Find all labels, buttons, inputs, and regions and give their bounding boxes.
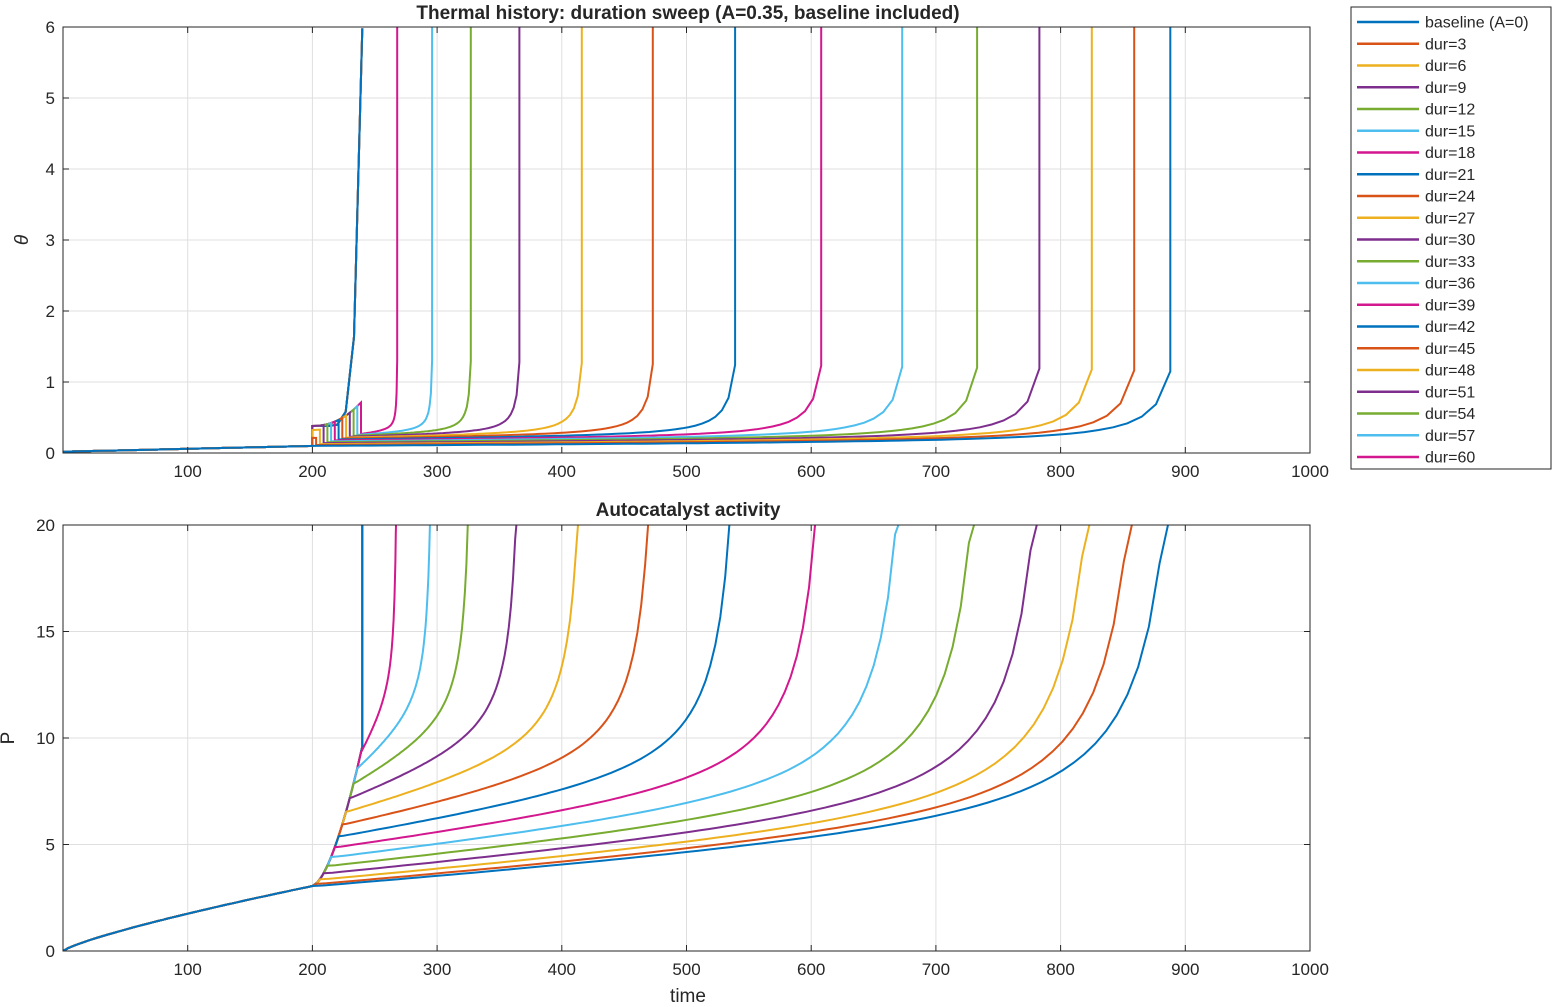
legend-label: dur=27	[1425, 210, 1475, 227]
autocatalyst-xtick-label: 700	[922, 960, 950, 979]
legend-item: dur=39	[1357, 297, 1475, 314]
legend-item: dur=12	[1357, 102, 1475, 119]
thermal-series-group	[63, 27, 1172, 453]
thermal-xtick-label: 400	[548, 462, 576, 481]
autocatalyst-xtick-label: 900	[1171, 960, 1199, 979]
legend-item: dur=30	[1357, 232, 1475, 249]
thermal-xtick-label: 600	[797, 462, 825, 481]
thermal-history-axes: 100 200 300 400 500 600 700 800 900 1000 0 1 2 3 4 5 6 T…	[12, 3, 1329, 481]
autocatalyst-title: Autocatalyst activity	[596, 500, 781, 521]
legend-label: dur=42	[1425, 319, 1475, 336]
autocatalyst-xtick-label: 400	[548, 960, 576, 979]
thermal-ylabel: θ	[12, 234, 33, 245]
thermal-xtick-label: 800	[1046, 462, 1074, 481]
autocatalyst-xtick-label: 200	[298, 960, 326, 979]
legend-label: dur=48	[1425, 363, 1475, 380]
autocatalyst-ticks: 100 200 300 400 500 600 700 800 900 1000 0 5 10 15 20	[36, 516, 1329, 979]
autocatalyst-axes: 100 200 300 400 500 600 700 800 900 100005101520 …	[0, 500, 1329, 1007]
legend-item: dur=36	[1357, 276, 1475, 293]
thermal-ytick-label: 6	[46, 18, 55, 37]
legend-item: dur=21	[1357, 167, 1475, 184]
legend-item: dur=57	[1357, 428, 1475, 445]
thermal-xtick-label: 500	[672, 462, 700, 481]
thermal-xtick-label: 200	[298, 462, 326, 481]
legend-item: dur=6	[1357, 58, 1466, 75]
legend-label: dur=33	[1425, 254, 1475, 271]
legend-item: dur=3	[1357, 36, 1466, 53]
legend-item: dur=45	[1357, 341, 1475, 358]
thermal-ytick-label: 2	[46, 302, 55, 321]
thermal-xtick-label: 1000	[1291, 462, 1329, 481]
legend-item: dur=27	[1357, 210, 1475, 227]
thermal-series-line	[63, 27, 1172, 453]
thermal-ytick-label: 1	[46, 373, 55, 392]
legend-label: dur=45	[1425, 341, 1475, 358]
legend-label: dur=30	[1425, 232, 1475, 249]
legend-item: dur=42	[1357, 319, 1475, 336]
autocatalyst-ytick-label: 20	[36, 516, 55, 535]
autocatalyst-xtick-label: 600	[797, 960, 825, 979]
thermal-ticks: 100 200 300 400 500 600 700 800 900 1000 0 1 2 3 4 5 6	[46, 18, 1329, 481]
legend-item: dur=51	[1357, 384, 1475, 401]
legend-label: dur=36	[1425, 276, 1475, 293]
autocatalyst-xlabel: time	[670, 986, 706, 1007]
thermal-ytick-label: 5	[46, 89, 55, 108]
thermal-xtick-label: 700	[922, 462, 950, 481]
thermal-xtick-label: 900	[1171, 462, 1199, 481]
legend-label: baseline (A=0)	[1425, 15, 1529, 32]
legend-item: dur=15	[1357, 123, 1475, 140]
legend-item: dur=48	[1357, 363, 1475, 380]
legend-label: dur=54	[1425, 406, 1475, 423]
autocatalyst-ytick-label: 15	[36, 623, 55, 642]
thermal-ytick-label: 0	[46, 444, 55, 463]
autocatalyst-xtick-label: 300	[423, 960, 451, 979]
autocatalyst-series-line	[63, 525, 1169, 951]
autocatalyst-xtick-label: 100	[174, 960, 202, 979]
legend: baseline (A=0) dur=3 dur=6 dur=9 dur=12 dur=1…	[1350, 6, 1552, 470]
autocatalyst-xtick-label: 800	[1046, 960, 1074, 979]
autocatalyst-ytick-label: 10	[36, 729, 55, 748]
thermal-ytick-label: 3	[46, 231, 55, 250]
legend-label: dur=51	[1425, 384, 1475, 401]
legend-item: dur=24	[1357, 189, 1475, 206]
legend-label: dur=21	[1425, 167, 1475, 184]
legend-label: dur=3	[1425, 36, 1466, 53]
legend-label: dur=57	[1425, 428, 1475, 445]
legend-label: dur=39	[1425, 297, 1475, 314]
legend-label: dur=60	[1425, 450, 1475, 467]
legend-item: dur=9	[1357, 80, 1466, 97]
thermal-title: Thermal history: duration sweep (A=0.35,…	[416, 3, 959, 24]
legend-label: dur=9	[1425, 80, 1466, 97]
legend-entries: baseline (A=0) dur=3 dur=6 dur=9 dur=12 dur=1…	[1357, 15, 1529, 467]
autocatalyst-xtick-label: 500	[672, 960, 700, 979]
thermal-xtick-label: 100	[174, 462, 202, 481]
legend-label: dur=15	[1425, 123, 1475, 140]
thermal-grid	[63, 27, 1310, 453]
autocatalyst-xtick-label: 1000	[1291, 960, 1329, 979]
autocatalyst-grid	[63, 525, 1310, 951]
autocatalyst-series-group	[63, 525, 1169, 951]
legend-item: dur=54	[1357, 406, 1475, 423]
autocatalyst-ytick-label: 0	[46, 942, 55, 961]
thermal-ytick-label: 4	[46, 160, 55, 179]
autocatalyst-ylabel: P	[0, 732, 19, 745]
autocatalyst-ytick-label: 5	[46, 836, 55, 855]
legend-label: dur=6	[1425, 58, 1466, 75]
legend-label: dur=12	[1425, 102, 1475, 119]
legend-item: dur=18	[1357, 145, 1475, 162]
legend-label: dur=18	[1425, 145, 1475, 162]
legend-item: dur=60	[1357, 450, 1475, 467]
thermal-xtick-label: 300	[423, 462, 451, 481]
legend-item: baseline (A=0)	[1357, 15, 1529, 32]
legend-label: dur=24	[1425, 189, 1475, 206]
legend-item: dur=33	[1357, 254, 1475, 271]
